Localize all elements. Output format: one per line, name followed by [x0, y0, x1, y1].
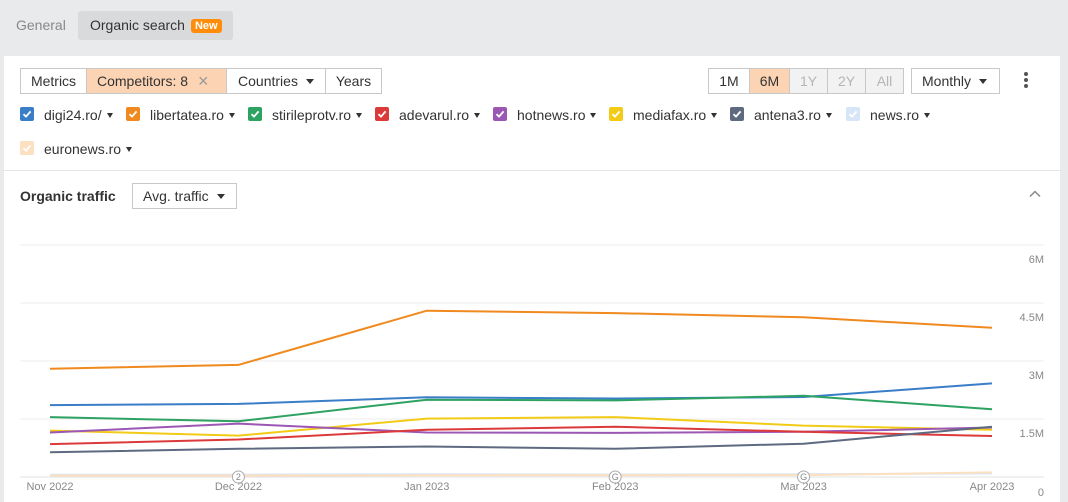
competitor-label: news.ro: [870, 106, 931, 124]
countries-label: Countries: [238, 73, 298, 89]
competitor-label: libertatea.ro: [150, 106, 235, 124]
annotation-label: 2: [236, 472, 241, 482]
series-line: [49, 382, 993, 407]
series-line: [49, 425, 993, 446]
range-1y-button[interactable]: 1Y: [789, 68, 828, 94]
more-options-icon[interactable]: [1019, 71, 1033, 89]
metric-dropdown[interactable]: Avg. traffic: [132, 183, 237, 209]
y-tick-label: 4.5M: [1020, 312, 1044, 324]
caret-down-icon: [228, 113, 235, 118]
caret-down-icon: [711, 113, 718, 118]
series-line: [49, 425, 993, 454]
caret-down-icon: [979, 79, 988, 84]
x-tick-label: Nov 2022: [26, 481, 73, 493]
checkbox-euronews[interactable]: [20, 141, 34, 155]
tab-general[interactable]: General: [16, 17, 66, 33]
caret-down-icon: [216, 194, 225, 199]
checkbox-hotnews[interactable]: [493, 107, 507, 121]
caret-down-icon: [474, 113, 481, 118]
organic-search-panel: Metrics Competitors: 8 × Countries Years …: [4, 56, 1060, 502]
checkbox-stirileprotv[interactable]: [248, 107, 262, 121]
series-line: [49, 394, 993, 423]
x-tick-label: Feb 2023: [592, 481, 638, 493]
series-line: [49, 422, 993, 434]
competitor-label: stirileprotv.ro: [272, 106, 363, 124]
x-tick-label: Mar 2023: [780, 481, 826, 493]
interval-dropdown[interactable]: Monthly: [911, 68, 1000, 94]
caret-down-icon: [924, 113, 931, 118]
annotation-label: G: [800, 472, 807, 482]
y-tick-label: 1.5M: [1020, 428, 1044, 440]
close-icon[interactable]: ×: [198, 71, 209, 91]
annotation-marker: [797, 470, 811, 484]
checkbox-news[interactable]: [846, 107, 860, 121]
annotation-label: G: [612, 472, 619, 482]
checkbox-digi24[interactable]: [20, 107, 34, 121]
caret-down-icon: [126, 147, 133, 152]
x-tick-label: Apr 2023: [970, 481, 1015, 493]
series-line: [50, 471, 993, 477]
countries-dropdown[interactable]: Countries: [226, 68, 326, 94]
top-tabs: General Organic search New: [0, 0, 1068, 56]
section-title: Organic traffic: [20, 188, 116, 204]
competitor-label: antena3.ro: [754, 106, 832, 124]
competitors-button[interactable]: Competitors: 8 ×: [86, 68, 227, 94]
series-line: [49, 309, 993, 370]
y-tick-label: 0: [1038, 487, 1044, 496]
caret-down-icon: [356, 113, 363, 118]
competitor-label: euronews.ro: [44, 140, 133, 158]
series-line: [49, 416, 993, 437]
chevron-up-icon[interactable]: [1028, 187, 1042, 201]
checkbox-adevarul[interactable]: [375, 107, 389, 121]
checkbox-mediafax[interactable]: [609, 107, 623, 121]
range-2y-button[interactable]: 2Y: [827, 68, 866, 94]
competitor-label: hotnews.ro: [517, 106, 597, 124]
caret-down-icon: [305, 79, 314, 84]
competitors-label: Competitors: 8: [97, 73, 189, 89]
range-1m-button[interactable]: 1M: [708, 68, 750, 94]
competitor-label: digi24.ro/: [44, 106, 113, 124]
caret-down-icon: [590, 113, 597, 118]
competitor-label: adevarul.ro: [399, 106, 481, 124]
divider: [4, 170, 1060, 171]
new-badge: New: [190, 19, 222, 33]
tab-organic-search[interactable]: Organic search New: [78, 11, 233, 40]
annotation-marker: [608, 470, 622, 484]
tab-organic-search-label: Organic search: [90, 17, 185, 33]
caret-down-icon: [825, 113, 832, 118]
y-tick-label: 3M: [1029, 370, 1044, 382]
y-tick-label: 6M: [1029, 254, 1044, 266]
checkbox-antena3[interactable]: [730, 107, 744, 121]
x-tick-label: Jan 2023: [404, 481, 449, 493]
x-tick-label: Dec 2022: [215, 481, 262, 493]
years-button[interactable]: Years: [325, 68, 382, 94]
annotation-marker: [231, 470, 245, 484]
metrics-button[interactable]: Metrics: [20, 68, 87, 94]
interval-label: Monthly: [922, 73, 972, 89]
range-6m-button[interactable]: 6M: [749, 68, 790, 94]
range-all-button[interactable]: All: [865, 68, 904, 94]
metric-label: Avg. traffic: [143, 188, 209, 204]
caret-down-icon: [106, 113, 113, 118]
organic-traffic-chart: 6M 4.5M 3M 1.5M 0 Nov 2022 Dec 2022 Jan 2023 Feb…: [20, 244, 1044, 496]
checkbox-libertatea[interactable]: [126, 107, 140, 121]
competitor-label: mediafax.ro: [633, 106, 718, 124]
